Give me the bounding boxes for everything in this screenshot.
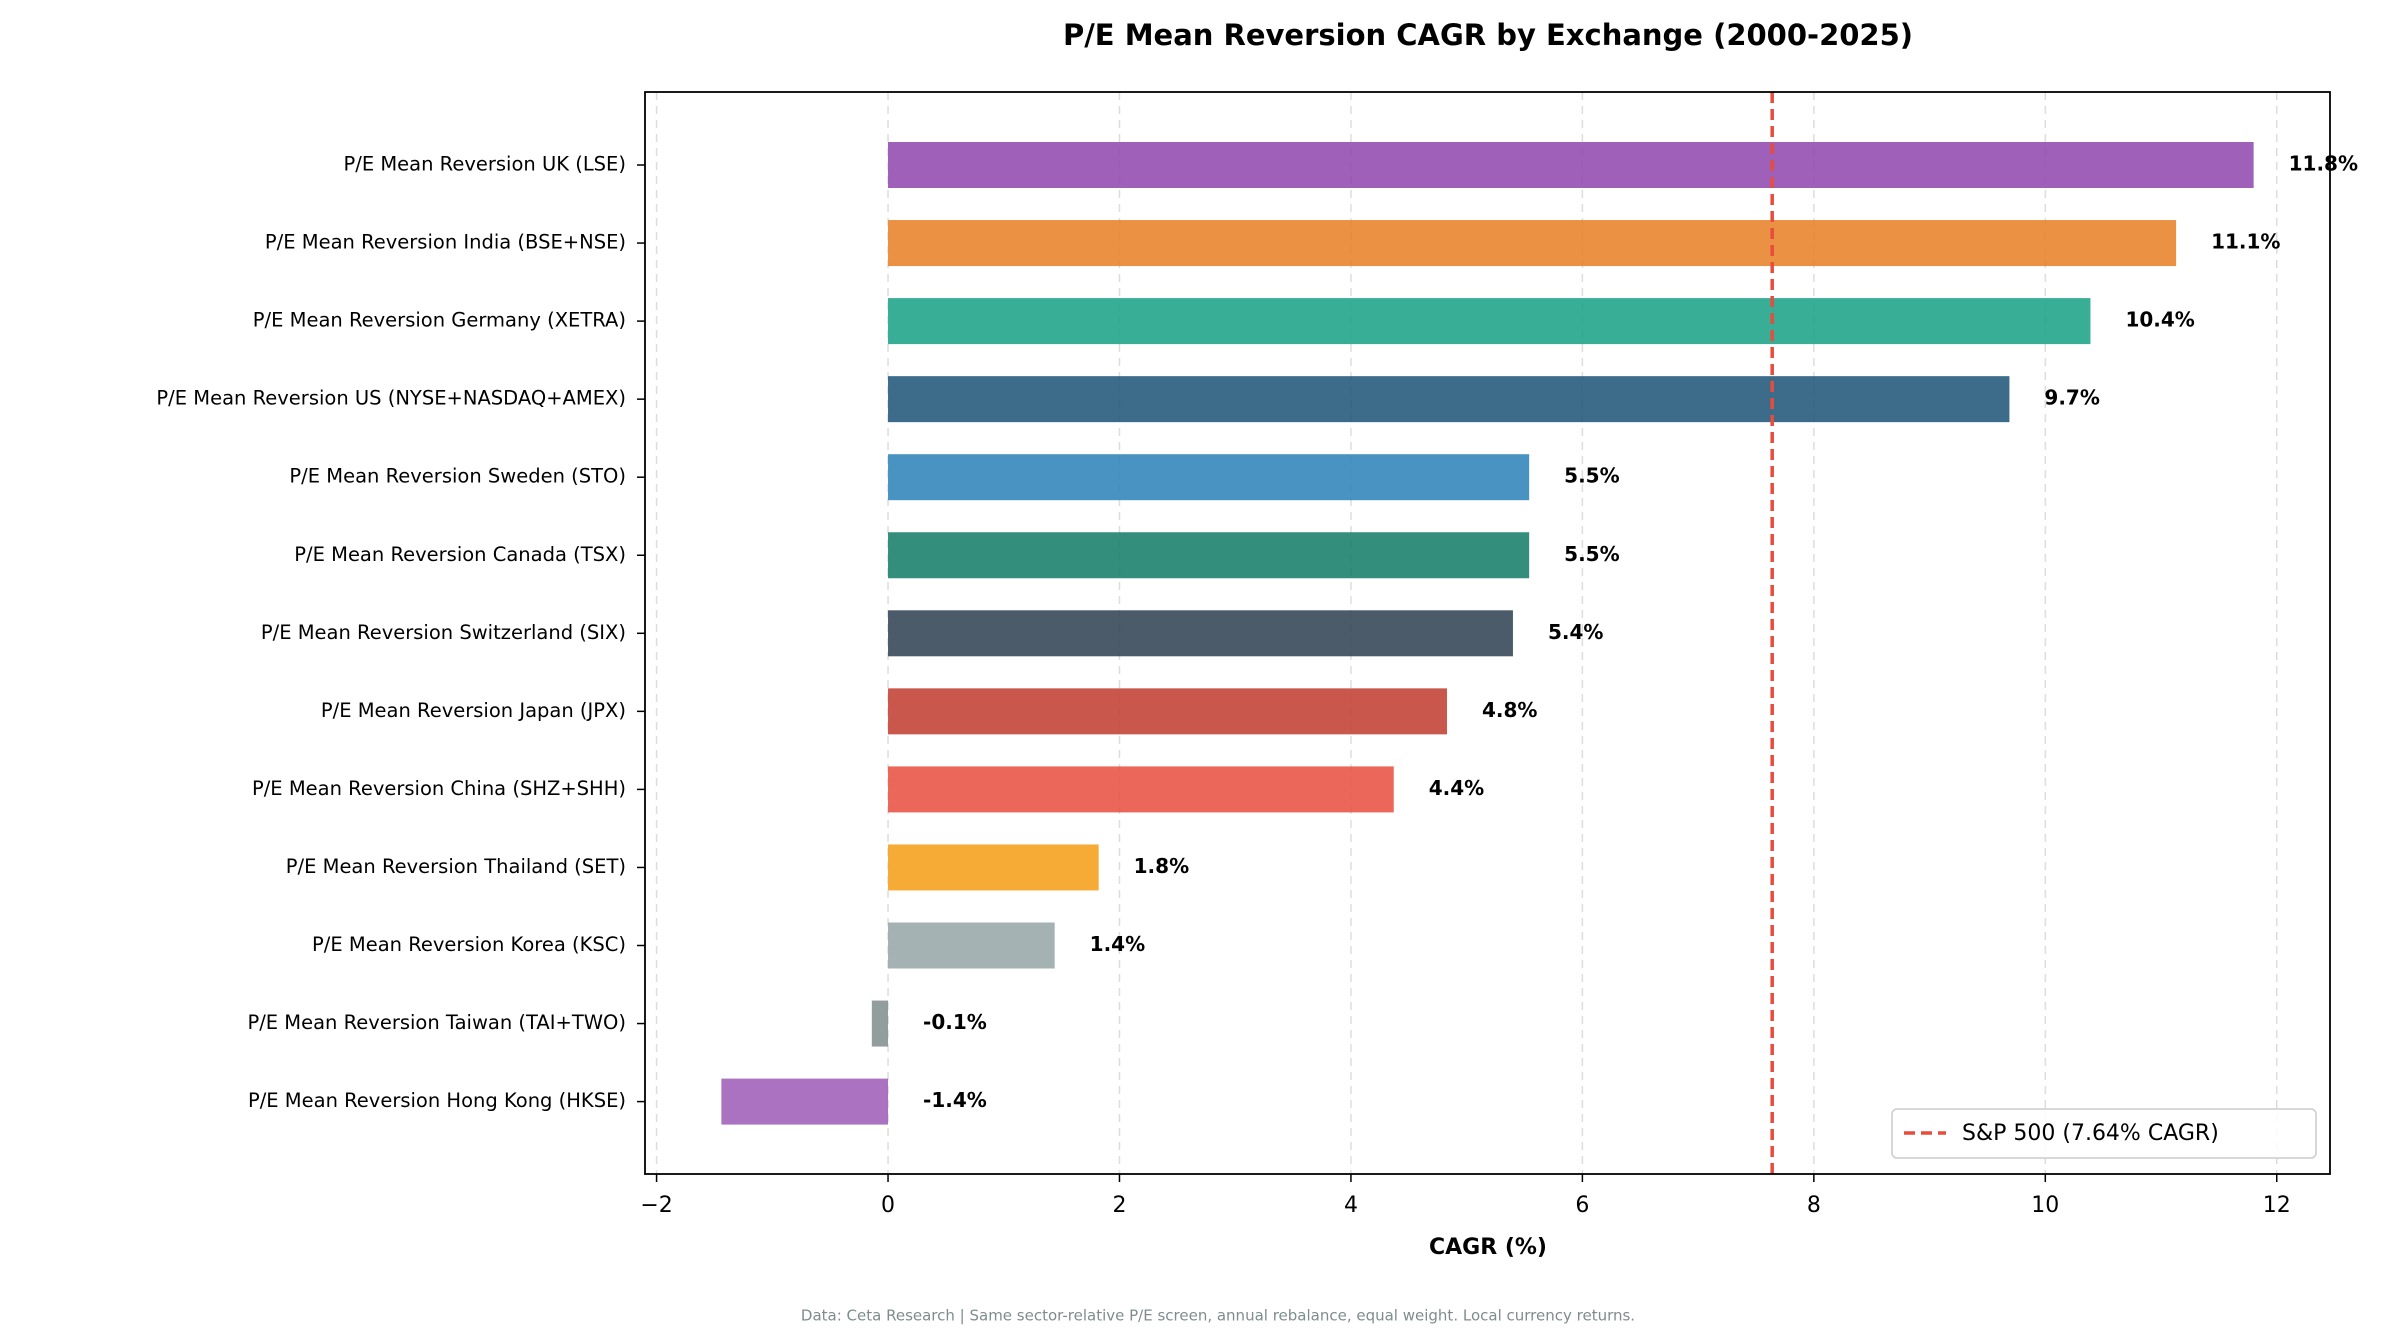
x-tick-label: 6	[1575, 1193, 1589, 1218]
y-tick-label: P/E Mean Reversion Sweden (STO)	[289, 465, 626, 488]
bar	[888, 766, 1394, 813]
bar	[888, 142, 2254, 188]
value-label: 10.4%	[2125, 308, 2194, 332]
bar	[888, 844, 1099, 891]
value-label: 5.5%	[1564, 464, 1619, 488]
x-tick-label: 2	[1112, 1193, 1126, 1218]
y-tick-label: P/E Mean Reversion Taiwan (TAI+TWO)	[247, 1011, 626, 1034]
bar	[888, 298, 2091, 345]
y-tick-label: P/E Mean Reversion Canada (TSX)	[294, 543, 626, 566]
x-tick-label: 12	[2263, 1193, 2291, 1218]
y-tick-label: P/E Mean Reversion Hong Kong (HKSE)	[248, 1089, 626, 1112]
bar	[888, 610, 1513, 657]
footnote: Data: Ceta Research | Same sector-relati…	[801, 1307, 1635, 1325]
value-label: 9.7%	[2044, 386, 2099, 410]
value-label: 5.4%	[1548, 620, 1603, 644]
value-label: -1.4%	[923, 1088, 987, 1112]
value-label: 1.8%	[1134, 854, 1189, 878]
value-label: 4.8%	[1482, 698, 1537, 722]
x-tick-label: −2	[640, 1193, 672, 1218]
x-tick-label: 10	[2031, 1193, 2059, 1218]
y-tick-label: P/E Mean Reversion India (BSE+NSE)	[265, 231, 626, 254]
y-tick-label: P/E Mean Reversion UK (LSE)	[343, 153, 626, 176]
y-tick-label: P/E Mean Reversion Japan (JPX)	[321, 699, 626, 722]
bar	[888, 688, 1447, 735]
bar	[888, 376, 2010, 423]
y-tick-label: P/E Mean Reversion Switzerland (SIX)	[261, 621, 626, 644]
y-tick-label: P/E Mean Reversion Thailand (SET)	[286, 855, 626, 878]
legend-label: S&P 500 (7.64% CAGR)	[1962, 1121, 2219, 1146]
bar	[721, 1078, 889, 1125]
x-axis-label: CAGR (%)	[1429, 1235, 1547, 1260]
bar	[888, 922, 1055, 969]
x-tick-label: 0	[881, 1193, 895, 1218]
bar	[871, 1000, 889, 1047]
value-label: 11.1%	[2211, 230, 2280, 254]
y-tick-label: P/E Mean Reversion US (NYSE+NASDAQ+AMEX)	[156, 387, 626, 410]
x-tick-label: 4	[1344, 1193, 1358, 1218]
chart-title: P/E Mean Reversion CAGR by Exchange (200…	[1063, 18, 1913, 52]
plot-frame	[644, 91, 2331, 1175]
bar	[888, 220, 2177, 267]
bar	[888, 532, 1530, 579]
y-tick-label: P/E Mean Reversion Germany (XETRA)	[253, 309, 626, 332]
value-label: 5.5%	[1564, 542, 1619, 566]
value-label: -0.1%	[923, 1010, 987, 1034]
bar	[888, 454, 1530, 501]
value-label: 11.8%	[2289, 152, 2358, 176]
y-tick-label: P/E Mean Reversion Korea (KSC)	[312, 933, 626, 956]
value-label: 1.4%	[1090, 932, 1145, 956]
legend-box	[1891, 1108, 2317, 1159]
y-tick-label: P/E Mean Reversion China (SHZ+SHH)	[252, 777, 626, 800]
value-label: 4.4%	[1429, 776, 1484, 800]
x-tick-label: 8	[1807, 1193, 1821, 1218]
